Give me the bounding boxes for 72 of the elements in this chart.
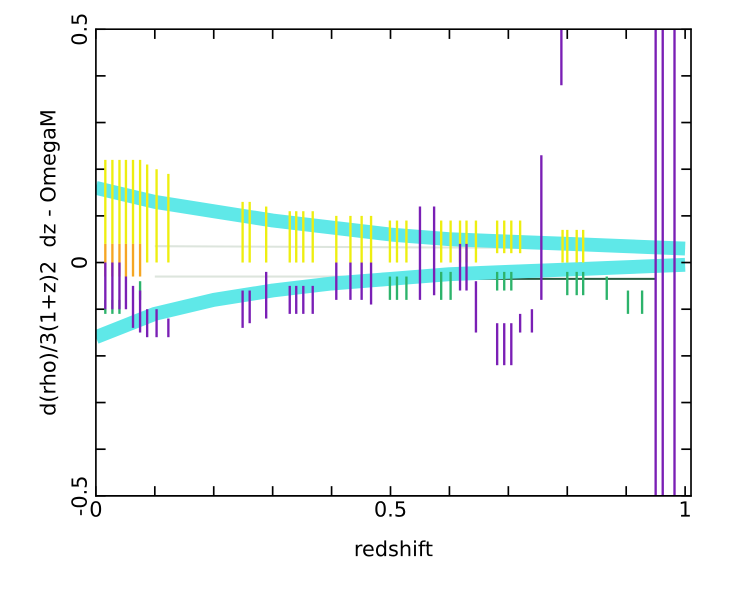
- bar: [146, 309, 148, 338]
- bar: [288, 286, 291, 314]
- bar: [167, 318, 170, 338]
- bar: [449, 272, 452, 300]
- bar: [576, 230, 578, 263]
- y-tick-label: 0: [71, 257, 87, 268]
- bar: [560, 29, 563, 86]
- bar: [530, 309, 534, 333]
- bar: [248, 290, 251, 324]
- bar: [360, 262, 363, 300]
- bar: [496, 220, 498, 254]
- bar: [388, 276, 392, 300]
- bar: [295, 286, 298, 314]
- bar: [440, 272, 442, 300]
- bar: [405, 276, 408, 300]
- x-tick-label: 0.5: [375, 501, 406, 517]
- bar: [640, 290, 644, 314]
- bar: [248, 202, 251, 263]
- x-tick-label: 0: [90, 501, 102, 517]
- bar: [496, 323, 498, 366]
- bar: [582, 272, 584, 296]
- bar: [518, 220, 522, 254]
- bar: [360, 216, 363, 263]
- bar: [146, 164, 148, 263]
- bar: [288, 211, 291, 263]
- bar: [518, 314, 522, 333]
- y-axis-title: d(rho)/3(1+z)2 dz - OmegaM: [40, 111, 60, 415]
- bar: [576, 272, 578, 296]
- bar: [335, 262, 338, 300]
- bar: [405, 220, 408, 263]
- bar: [104, 160, 106, 244]
- bar: [388, 220, 392, 263]
- bar: [241, 202, 244, 263]
- x-axis-title: redshift: [356, 540, 433, 556]
- y-tick-label: 0.5: [71, 14, 87, 44]
- bar: [138, 160, 142, 244]
- bar: [295, 211, 298, 263]
- bar: [138, 244, 142, 277]
- bar: [510, 272, 512, 291]
- bar: [503, 323, 506, 366]
- bar: [104, 262, 106, 310]
- bar: [503, 272, 506, 291]
- bar: [432, 206, 436, 296]
- bar: [503, 220, 506, 254]
- y-tick-label: -0.5: [71, 477, 87, 516]
- bar: [155, 309, 158, 338]
- bar: [335, 216, 338, 263]
- bar: [440, 220, 442, 263]
- bar: [265, 206, 268, 263]
- bar: [566, 230, 568, 263]
- bar: [662, 29, 664, 496]
- bar: [241, 290, 244, 328]
- bar: [510, 220, 512, 254]
- bar: [449, 220, 452, 263]
- bar: [302, 211, 304, 263]
- bar: [582, 230, 584, 263]
- bar: [302, 286, 304, 314]
- bar: [606, 276, 608, 300]
- bar: [566, 272, 568, 296]
- bar: [510, 323, 512, 366]
- bar: [265, 272, 268, 319]
- bar: [312, 286, 314, 314]
- bar: [111, 160, 114, 244]
- bar: [312, 211, 314, 263]
- bar: [167, 174, 170, 263]
- bar: [540, 155, 543, 300]
- bar: [138, 290, 142, 333]
- bar: [111, 262, 114, 310]
- bar: [654, 29, 657, 496]
- x-tick-label: 1: [680, 501, 690, 517]
- bar: [496, 272, 498, 291]
- bar: [155, 169, 158, 263]
